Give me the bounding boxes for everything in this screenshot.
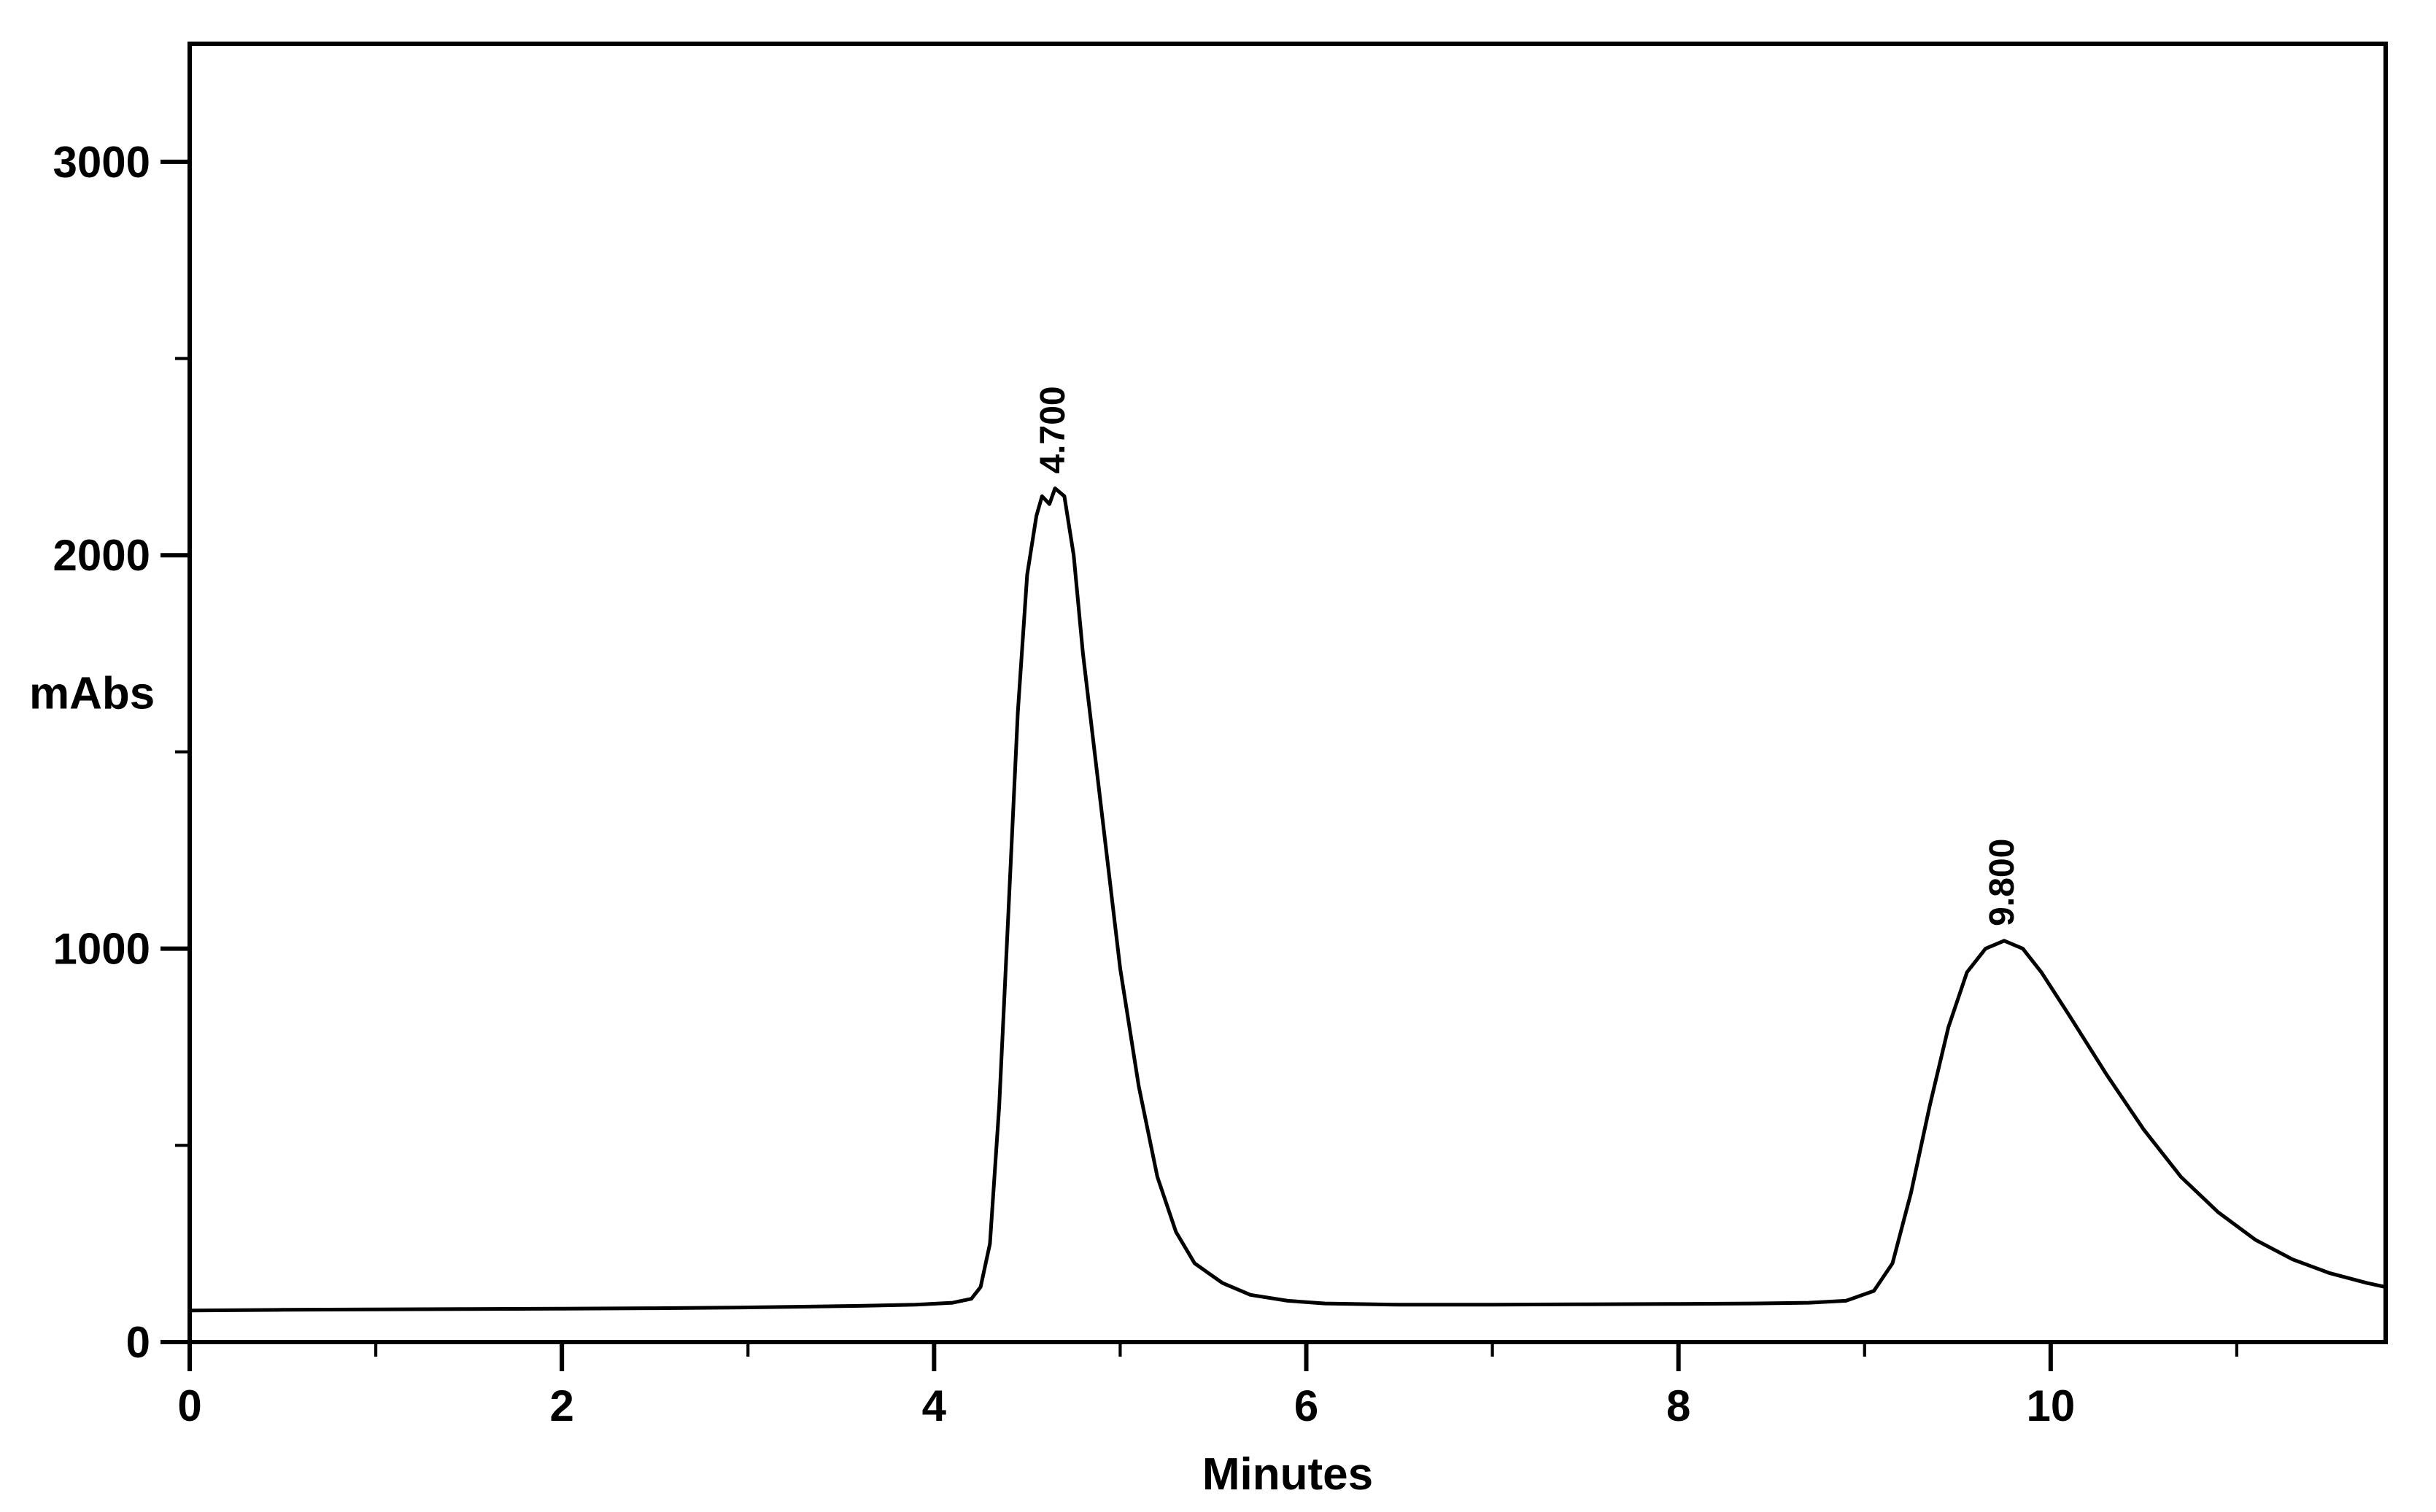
- chart-svg: 0 2 4 6 8 10 0 1000 2000 3000 mAbs Minutes 4.700 9.80…: [0, 0, 2436, 1512]
- y-tick-label: 1000: [53, 925, 150, 974]
- x-tick-label: 0: [177, 1381, 201, 1430]
- y-tick-label: 2000: [53, 531, 150, 580]
- y-tick-label: 3000: [53, 138, 150, 187]
- peak-label: 4.700: [1034, 386, 1072, 473]
- y-tick-label: 0: [126, 1318, 150, 1367]
- peak-label: 9.800: [1983, 839, 2022, 926]
- x-tick-label: 4: [922, 1381, 947, 1430]
- x-tick-label: 2: [549, 1381, 573, 1430]
- chart-background: [0, 0, 2436, 1512]
- x-tick-label: 8: [1666, 1381, 1690, 1430]
- x-tick-label: 10: [2026, 1381, 2075, 1430]
- y-axis-label: mAbs: [29, 669, 155, 719]
- chromatogram-chart: 0 2 4 6 8 10 0 1000 2000 3000 mAbs Minutes 4.700 9.80…: [0, 0, 2436, 1512]
- x-axis-label: Minutes: [1202, 1449, 1373, 1500]
- x-tick-label: 6: [1294, 1381, 1318, 1430]
